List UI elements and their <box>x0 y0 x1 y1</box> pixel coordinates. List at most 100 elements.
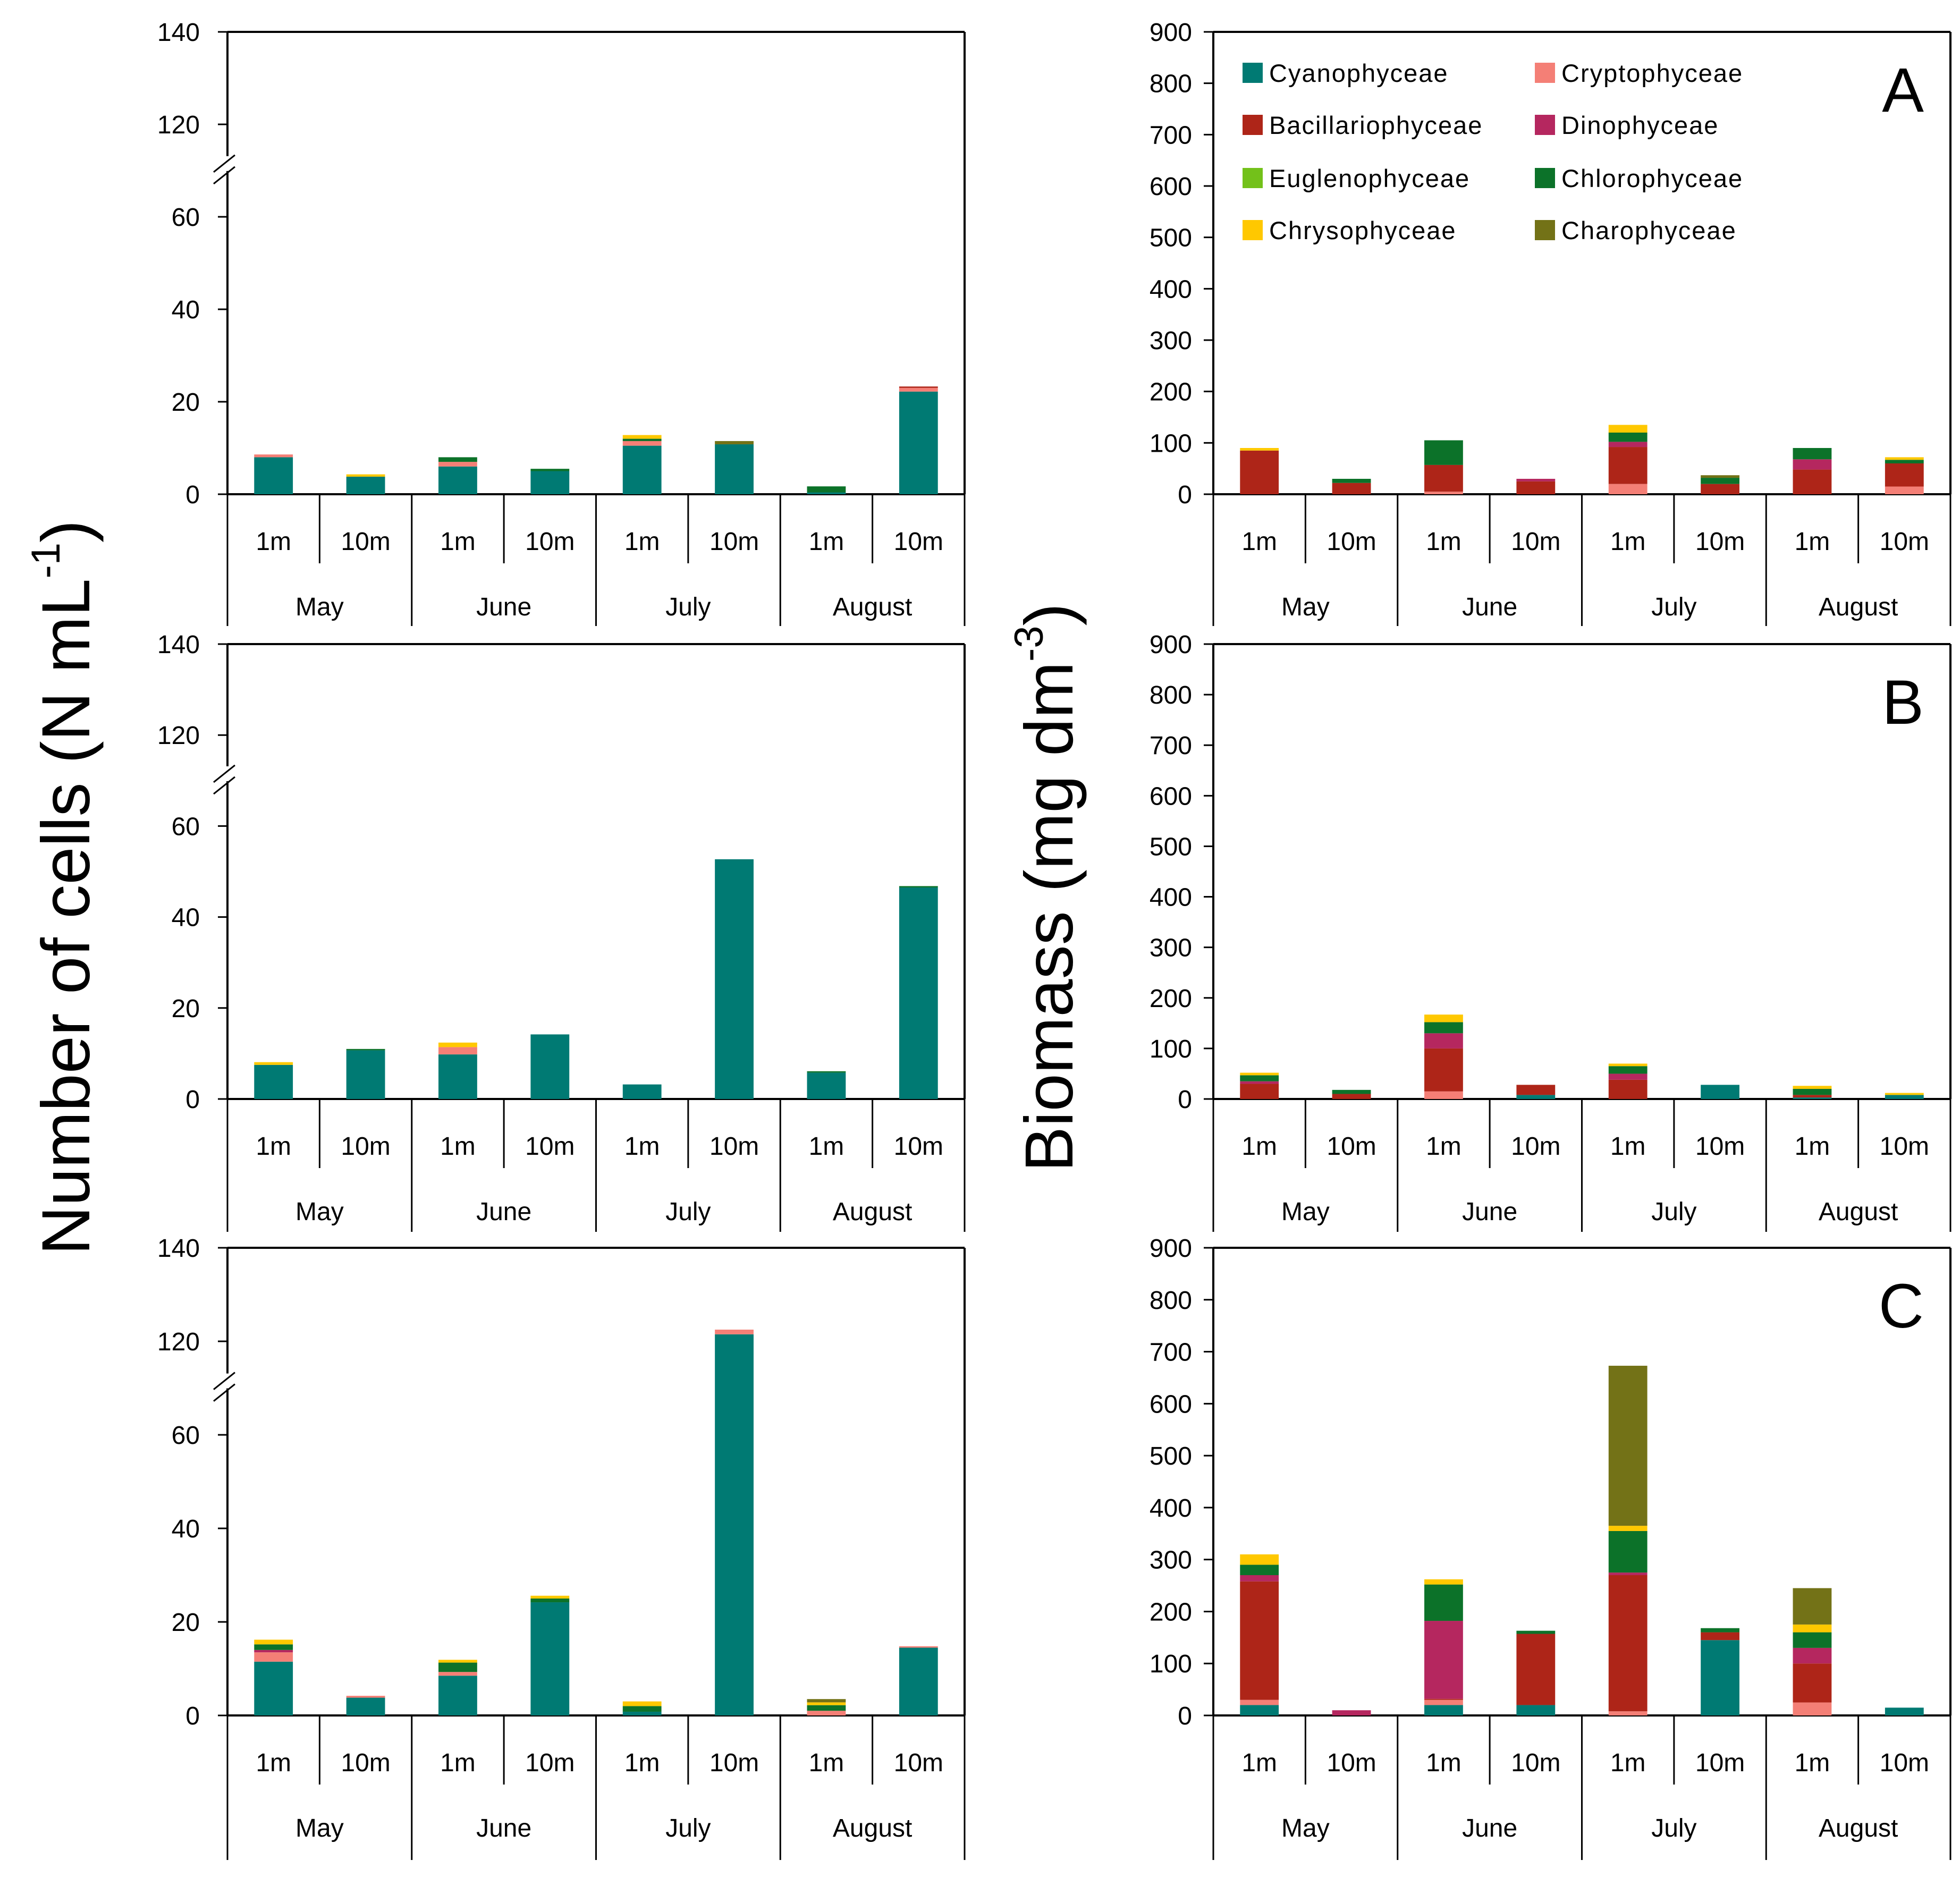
legend-swatch-dinophyceae <box>1535 115 1555 135</box>
cells-C-bar-7-chrysophyceae <box>807 1702 846 1705</box>
cells-C-bar-6-cyanophyceae <box>715 1334 754 1715</box>
cells-A-bar-5-chrysophyceae <box>622 435 662 439</box>
cells-A-month-label: June <box>476 593 531 621</box>
biomass-C-bar-3-chrysophyceae <box>1424 1579 1463 1585</box>
cells-B-ytick-label: 20 <box>172 995 200 1023</box>
biomass-C-ytick-label: 400 <box>1150 1494 1192 1523</box>
biomass-C-bar-6-chlorophyceae <box>1701 1628 1739 1633</box>
cells-B-depth-label: 10m <box>525 1132 575 1161</box>
cells-B-bar-3-cyanophyceae <box>438 1054 477 1099</box>
cells-A-month-label: May <box>295 593 344 621</box>
cells-C-bar-4-chlorophyceae <box>530 1599 570 1603</box>
legend-swatch-chlorophyceae <box>1535 168 1555 188</box>
biomass-C-bar-5-bacillariophyceae <box>1608 1575 1648 1712</box>
cells-A-bar-7-cyanophyceae <box>807 492 846 494</box>
cells-B-depth-label: 1m <box>256 1132 291 1161</box>
cells-A-bar-3-cyanophyceae <box>438 466 477 494</box>
cells-B-bar-7-chlorophyceae <box>807 1071 846 1073</box>
biomass-B-depth-label: 10m <box>1511 1132 1560 1161</box>
cells-A-axis-break-mark <box>213 166 235 184</box>
cells-A-bar-6-charophyceae <box>715 441 754 445</box>
biomass-B-depth-label: 10m <box>1880 1132 1929 1161</box>
biomass-A-bar-8-bacillariophyceae <box>1885 463 1924 487</box>
biomass-A-bar-5-cryptophyceae <box>1608 484 1648 494</box>
cells-C-axis-break-gap <box>216 1373 239 1389</box>
biomass-A-depth-label: 1m <box>1795 528 1830 556</box>
biomass-A-ytick-label: 100 <box>1150 429 1192 458</box>
biomass-B-depth-label: 1m <box>1795 1132 1830 1161</box>
cells-C-bar-1-cryptophyceae <box>254 1652 293 1662</box>
cells-B-bar-1-cyanophyceae <box>254 1064 293 1099</box>
cells-C-bar-7-chlorophyceae <box>807 1705 846 1711</box>
cells-A-ytick-label: 20 <box>172 388 200 417</box>
biomass-B-month-label: June <box>1462 1198 1517 1226</box>
cells-A-ytick-label: 120 <box>157 111 200 139</box>
cells-C-bar-3-chlorophyceae <box>438 1662 477 1672</box>
cells-C-bar-4-chrysophyceae <box>530 1595 570 1599</box>
biomass-A-depth-label: 10m <box>1511 528 1560 556</box>
biomass-C-bar-7-charophyceae <box>1793 1588 1832 1625</box>
cells-C-month-label: June <box>476 1814 531 1842</box>
biomass-B-bar-5-chlorophyceae <box>1608 1066 1648 1074</box>
biomass-C-depth-label: 10m <box>1511 1749 1560 1777</box>
legend-label-bacillariophyceae: Bacillariophyceae <box>1269 111 1483 139</box>
biomass-C-month-label: August <box>1819 1814 1898 1842</box>
biomass-C-bar-5-cryptophyceae <box>1608 1711 1648 1715</box>
biomass-C-bar-1-cyanophyceae <box>1240 1705 1279 1715</box>
cells-C-depth-label: 1m <box>440 1749 476 1777</box>
cells-A-bar-5-cryptophyceae <box>622 441 662 446</box>
legend-label-cryptophyceae: Cryptophyceae <box>1561 59 1743 87</box>
biomass-C-bar-7-chlorophyceae <box>1793 1632 1832 1648</box>
legend-swatch-cryptophyceae <box>1535 63 1555 83</box>
biomass-B-bar-2-bacillariophyceae <box>1332 1094 1371 1099</box>
left-axis-title: Number of cells (N mL-1) <box>23 520 104 1255</box>
cells-C-axis-break-mark <box>213 1383 235 1402</box>
biomass-chart-C: 1m 10m 1m 10m 1m 10m 1m 10m May June July August 0 10… <box>1150 1235 1951 1860</box>
biomass-A-ytick-label: 500 <box>1150 224 1192 252</box>
biomass-A-month-label: June <box>1462 593 1517 621</box>
biomass-C-bar-1-cryptophyceae <box>1240 1700 1279 1705</box>
biomass-B-bar-7-cyanophyceae <box>1793 1097 1832 1099</box>
biomass-C-ytick-label: 0 <box>1178 1702 1192 1730</box>
legend-label-chlorophyceae: Chlorophyceae <box>1561 164 1743 192</box>
biomass-B-ytick-label: 100 <box>1150 1035 1192 1063</box>
biomass-C-ytick-label: 100 <box>1150 1650 1192 1678</box>
biomass-A-bar-5-chrysophyceae <box>1608 425 1648 433</box>
cells-B-depth-label: 10m <box>341 1132 390 1161</box>
cells-C-month-label: July <box>665 1814 711 1842</box>
cells-C-month-label: May <box>295 1814 344 1842</box>
biomass-C-bar-1-chlorophyceae <box>1240 1565 1279 1575</box>
biomass-A-ytick-label: 600 <box>1150 173 1192 201</box>
biomass-C-month-label: July <box>1651 1814 1696 1842</box>
biomass-B-bar-5-chrysophyceae <box>1608 1063 1648 1067</box>
cells-C-depth-label: 10m <box>341 1749 390 1777</box>
legend-swatch-bacillariophyceae <box>1243 115 1263 135</box>
biomass-C-depth-label: 1m <box>1610 1749 1646 1777</box>
biomass-A-bar-6-chlorophyceae <box>1701 478 1739 484</box>
biomass-C-bar-3-chlorophyceae <box>1424 1584 1463 1621</box>
biomass-C-bar-5-chlorophyceae <box>1608 1531 1648 1573</box>
cells-B-depth-label: 1m <box>440 1132 476 1161</box>
cells-B-bar-3-chrysophyceae <box>438 1042 477 1047</box>
biomass-C-bar-1-bacillariophyceae <box>1240 1581 1279 1700</box>
biomass-C-depth-label: 1m <box>1241 1749 1277 1777</box>
biomass-B-depth-label: 10m <box>1695 1132 1745 1161</box>
cells-C-bar-7-cryptophyceae <box>807 1711 846 1715</box>
biomass-A-bar-2-bacillariophyceae <box>1332 483 1371 494</box>
cells-A-month-label: August <box>833 593 912 621</box>
cells-B-bar-2-cyanophyceae <box>346 1050 385 1099</box>
cells-C-axis-break-mark <box>213 1372 235 1390</box>
biomass-A-depth-label: 10m <box>1327 528 1376 556</box>
biomass-C-bar-5-charophyceae <box>1608 1365 1648 1526</box>
biomass-A-bar-8-chlorophyceae <box>1885 460 1924 463</box>
cells-C-bar-3-cyanophyceae <box>438 1676 477 1715</box>
cells-A-ytick-label: 40 <box>172 296 200 324</box>
cells-B-axis-break-gap <box>216 766 239 781</box>
cells-A-bar-3-cryptophyceae <box>438 462 477 467</box>
biomass-C-bar-4-cyanophyceae <box>1516 1705 1556 1715</box>
biomass-C-depth-label: 10m <box>1695 1749 1745 1777</box>
biomass-C-depth-label: 1m <box>1426 1749 1461 1777</box>
biomass-C-bar-5-chrysophyceae <box>1608 1526 1648 1531</box>
biomass-C-ytick-label: 800 <box>1150 1287 1192 1315</box>
biomass-C-bar-5-dinophyceae <box>1608 1572 1648 1575</box>
